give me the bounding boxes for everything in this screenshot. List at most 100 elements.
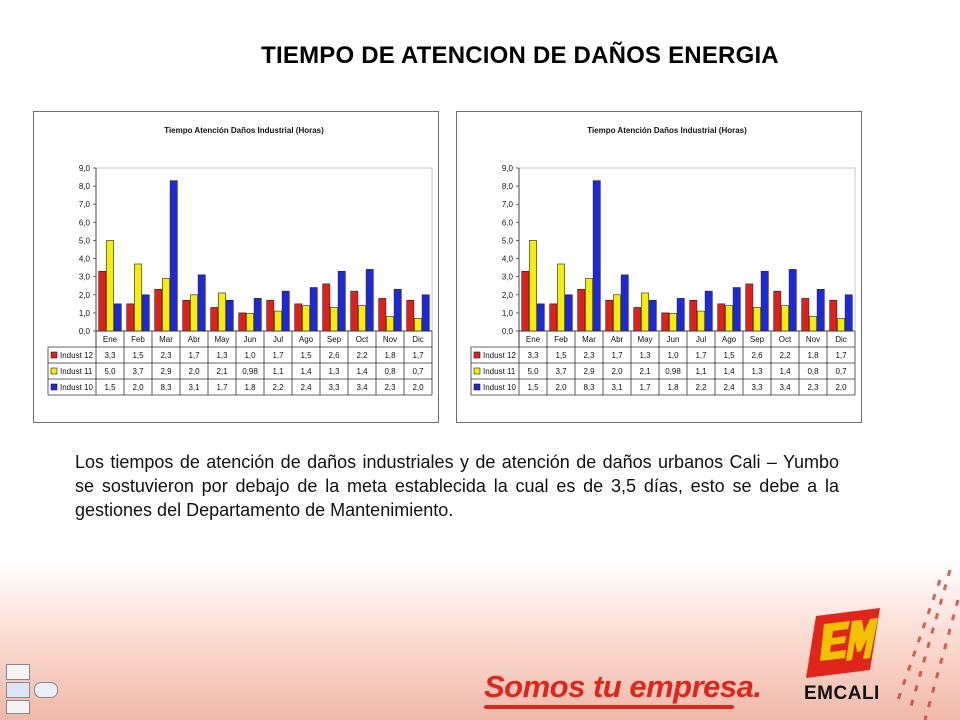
bar-indust-11 [162, 278, 170, 332]
data-label: 1,4 [300, 367, 312, 376]
data-label: 1,1 [272, 367, 284, 376]
data-label: 3,3 [328, 383, 340, 392]
cert-logo-4 [6, 700, 30, 714]
y-tick-label: 3,0 [79, 273, 91, 282]
data-label: 1,3 [751, 367, 763, 376]
bar-indust-12 [350, 290, 359, 332]
x-tick-label: Ago [299, 335, 314, 344]
decorative-stripes [896, 569, 960, 720]
certification-logos-icon [4, 664, 62, 716]
chart-right: Tiempo Atención Daños Industrial (Horas)… [456, 111, 862, 423]
y-tick-label: 8,0 [502, 182, 514, 191]
bar-indust-12 [773, 290, 782, 332]
data-label: 1,5 [132, 351, 144, 360]
bar-indust-11 [809, 316, 817, 332]
x-tick-label: Mar [159, 335, 173, 344]
chart-right-svg: Tiempo Atención Daños Industrial (Horas)… [470, 126, 856, 396]
page-title: TIEMPO DE ATENCION DE DAÑOS ENERGIA [261, 42, 779, 69]
cert-logo-1 [6, 664, 30, 680]
data-label: 1,7 [835, 351, 847, 360]
data-label: 1,7 [412, 351, 424, 360]
bar-indust-12 [154, 289, 163, 332]
bar-indust-11 [414, 318, 422, 332]
x-tick-label: Abr [611, 335, 624, 344]
data-label: 3,1 [611, 383, 623, 392]
y-tick-label: 9,0 [502, 164, 514, 173]
bar-indust-10 [253, 298, 262, 332]
y-tick-label: 1,0 [79, 309, 91, 318]
data-label: 1,7 [216, 383, 228, 392]
bar-indust-11 [274, 310, 282, 332]
data-label: 2,0 [555, 383, 567, 392]
legend-label: Indust 11 [483, 367, 516, 376]
data-label: 2,1 [639, 367, 651, 376]
bar-indust-12 [521, 270, 530, 332]
x-tick-label: Sep [750, 335, 765, 344]
data-label: 1,0 [244, 351, 256, 360]
data-label: 8,3 [160, 383, 172, 392]
y-tick-label: 8,0 [79, 182, 91, 191]
bar-indust-10 [365, 269, 374, 332]
slogan: Somos tu empresa. [484, 669, 762, 704]
data-label: 3,3 [527, 351, 539, 360]
y-tick-label: 0,0 [502, 327, 514, 336]
y-tick-label: 2,0 [502, 291, 514, 300]
y-tick-label: 1,0 [502, 309, 514, 318]
x-tick-label: May [214, 335, 229, 344]
bar-indust-12 [801, 298, 810, 332]
bar-indust-10 [421, 294, 430, 332]
x-tick-label: Dic [835, 335, 847, 344]
data-label: 2,1 [216, 367, 228, 376]
bar-indust-11 [218, 292, 226, 332]
x-tick-label: Jun [244, 335, 257, 344]
data-label: 8,3 [583, 383, 595, 392]
bar-indust-10 [281, 290, 290, 332]
data-label: 2,0 [835, 383, 847, 392]
bar-indust-10 [620, 274, 629, 332]
bar-indust-10 [788, 269, 797, 332]
bar-indust-11 [246, 312, 254, 332]
data-label: 2,0 [188, 367, 200, 376]
bar-indust-12 [266, 299, 275, 332]
data-label: 1,8 [667, 383, 679, 392]
cert-logo-3 [34, 682, 58, 698]
x-tick-label: Ene [526, 335, 541, 344]
data-label: 1,5 [723, 351, 735, 360]
bar-indust-11 [386, 316, 394, 332]
bar-indust-10 [536, 303, 545, 332]
bar-indust-10 [225, 299, 234, 332]
legend-swatch [473, 351, 481, 359]
data-label: 1,7 [639, 383, 651, 392]
emcali-logo-icon [806, 608, 880, 678]
bar-indust-10 [393, 289, 402, 332]
x-tick-label: Dic [412, 335, 424, 344]
bar-indust-11 [106, 240, 114, 332]
bar-indust-11 [837, 318, 845, 332]
y-tick-label: 5,0 [79, 236, 91, 245]
y-tick-label: 2,0 [79, 291, 91, 300]
chart-left-svg: Tiempo Atención Daños Industrial (Horas)… [47, 126, 433, 396]
bar-indust-11 [358, 305, 366, 332]
bar-indust-12 [98, 270, 107, 332]
legend-label: Indust 11 [60, 367, 93, 376]
x-tick-label: Nov [383, 335, 397, 344]
data-label: 1,8 [244, 383, 256, 392]
data-label: 3,7 [555, 367, 567, 376]
data-label: 0,8 [807, 367, 819, 376]
bar-indust-10 [113, 303, 122, 332]
legend-label: Indust 12 [483, 351, 516, 360]
data-label: 1,1 [695, 367, 707, 376]
x-tick-label: Jul [696, 335, 706, 344]
y-tick-label: 4,0 [79, 255, 91, 264]
bar-indust-11 [641, 292, 649, 332]
data-label: 0,98 [242, 367, 258, 376]
data-label: 2,2 [779, 351, 791, 360]
bar-indust-10 [564, 294, 573, 332]
data-label: 2,2 [695, 383, 707, 392]
data-label: 1,7 [272, 351, 284, 360]
y-tick-label: 6,0 [79, 218, 91, 227]
x-tick-label: Oct [779, 335, 792, 344]
bar-indust-12 [126, 303, 135, 332]
bar-indust-11 [669, 312, 677, 332]
data-label: 3,3 [751, 383, 763, 392]
